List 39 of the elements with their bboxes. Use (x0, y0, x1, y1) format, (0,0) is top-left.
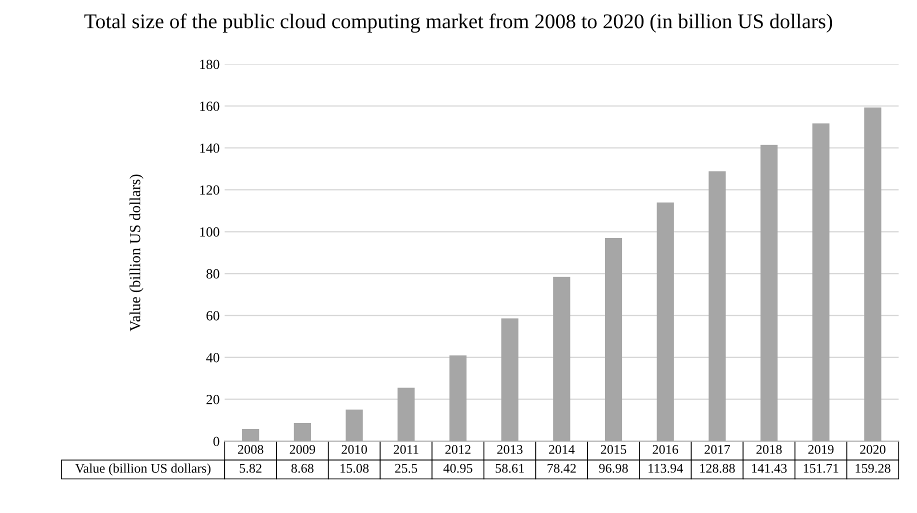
y-tick-label: 140 (200, 144, 220, 153)
x-tick-label: 2011 (394, 445, 418, 454)
x-tick-label: 2008 (238, 445, 264, 454)
y-axis-title: Value (billion US dollars) (130, 174, 144, 332)
y-tick-label: 20 (206, 394, 220, 404)
data-label: 78.42 (548, 464, 576, 473)
y-tick-label: 40 (206, 352, 220, 362)
y-tick-label: 180 (200, 60, 220, 70)
y-tick-label: 80 (206, 269, 220, 279)
data-label: 128.88 (700, 464, 735, 473)
text: Value (billion US dollars) (75, 463, 210, 476)
x-tick-label: 2020 (860, 445, 886, 454)
x-tick-label: 2015 (600, 445, 626, 454)
data-label: 25.5 (395, 464, 418, 473)
x-tick-label: 2012 (445, 445, 470, 454)
chart-title: Total size of the public cloud computing market from 2008 to 2020 (in billion US dollars) (84, 14, 832, 33)
data-label: 96.98 (599, 464, 628, 473)
data-label: 58.61 (496, 464, 524, 473)
data-label: 40.95 (443, 464, 472, 473)
x-tick-label: 2013 (497, 445, 522, 454)
y-tick-label: 120 (200, 185, 220, 195)
x-tick-label: 2019 (808, 445, 834, 454)
y-tick-label: 100 (200, 227, 220, 237)
y-tick-label: 0 (213, 436, 220, 446)
x-tick-label: 2018 (756, 445, 782, 454)
x-tick-label: 2014 (549, 445, 575, 454)
x-tick-label: 2016 (652, 445, 678, 454)
data-label: 151.71 (804, 464, 838, 473)
data-label: 113.94 (648, 464, 684, 473)
data-label: 8.68 (291, 464, 314, 473)
data-label: 159.28 (856, 464, 890, 473)
data-label: 5.82 (240, 464, 262, 473)
y-tick-label: 60 (206, 311, 220, 320)
data-label: 15.08 (340, 464, 369, 473)
x-tick-label: 2009 (290, 445, 316, 454)
data-label: 141.43 (752, 464, 787, 473)
x-tick-label: 2017 (704, 445, 730, 454)
y-tick-label: 160 (200, 102, 220, 111)
x-tick-label: 2010 (342, 445, 367, 454)
